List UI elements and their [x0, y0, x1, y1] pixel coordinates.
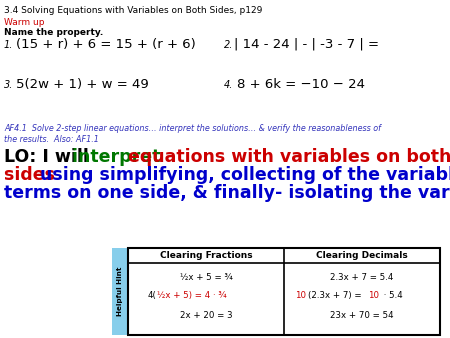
Text: 5(2w + 1) + w = 49: 5(2w + 1) + w = 49 [16, 78, 149, 91]
Text: 10: 10 [295, 291, 306, 300]
Text: 2.3x + 7 = 5.4: 2.3x + 7 = 5.4 [330, 273, 394, 282]
Text: 3.: 3. [4, 80, 14, 90]
Text: 3.4 Solving Equations with Variables on Both Sides, p129: 3.4 Solving Equations with Variables on … [4, 6, 262, 15]
Text: interpret: interpret [72, 148, 166, 166]
Text: the results.  Also: AF1.1: the results. Also: AF1.1 [4, 135, 99, 144]
Text: AF4.1  Solve 2-step linear equations… interpret the solutions… & verify the reas: AF4.1 Solve 2-step linear equations… int… [4, 124, 381, 133]
Text: terms on one side, & finally- isolating the variable.: terms on one side, & finally- isolating … [4, 184, 450, 202]
Text: Warm up: Warm up [4, 18, 45, 27]
Text: 8 + 6k = −10 − 24: 8 + 6k = −10 − 24 [237, 78, 365, 91]
Text: ½x + 5 = ¾: ½x + 5 = ¾ [180, 273, 233, 282]
Text: 4.: 4. [224, 80, 234, 90]
Text: Helpful Hint: Helpful Hint [117, 267, 123, 316]
Text: 23x + 70 = 54: 23x + 70 = 54 [330, 311, 394, 320]
Text: 4(: 4( [148, 291, 157, 300]
Text: using simplifying, collecting of the variable: using simplifying, collecting of the var… [40, 166, 450, 184]
Text: 10: 10 [368, 291, 379, 300]
Bar [128, 248, 440, 335]
Text: 2x + 20 = 3: 2x + 20 = 3 [180, 311, 232, 320]
Text: | 14 - 24 | - | -3 - 7 | =: | 14 - 24 | - | -3 - 7 | = [234, 38, 379, 51]
Text: Clearing Decimals: Clearing Decimals [316, 251, 408, 260]
Text: equations with variables on both: equations with variables on both [128, 148, 450, 166]
Text: (2.3x + 7) =: (2.3x + 7) = [308, 291, 364, 300]
Text: Clearing Fractions: Clearing Fractions [160, 251, 252, 260]
Text: LO: I will: LO: I will [4, 148, 95, 166]
Text: ½x + 5) = 4 · ¾: ½x + 5) = 4 · ¾ [157, 291, 227, 300]
Text: (15 + r) + 6 = 15 + (r + 6): (15 + r) + 6 = 15 + (r + 6) [16, 38, 196, 51]
Text: · 5.4: · 5.4 [381, 291, 403, 300]
Text: sides: sides [4, 166, 61, 184]
Text: 1.: 1. [4, 40, 14, 50]
Text: 2.: 2. [224, 40, 234, 50]
Bar [112, 248, 128, 335]
Text: Name the property.: Name the property. [4, 28, 103, 37]
